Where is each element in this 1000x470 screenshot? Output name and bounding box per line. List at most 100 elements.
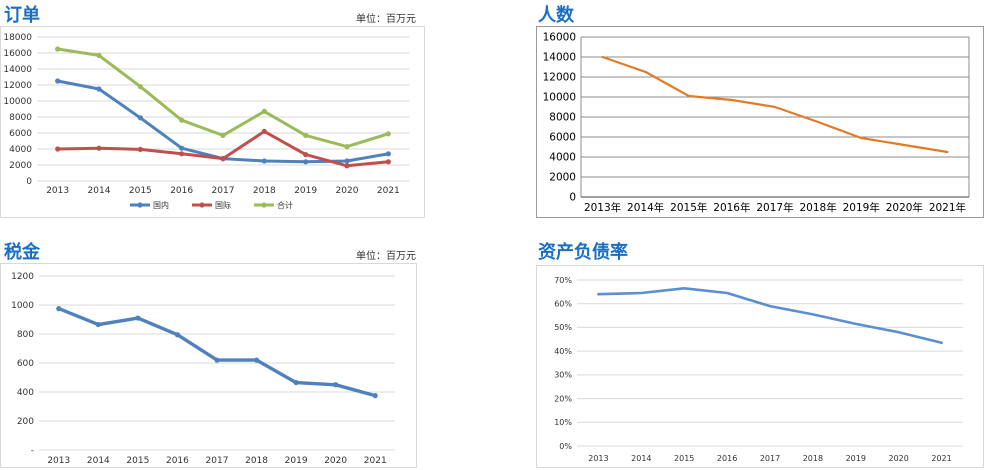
data-point (344, 158, 350, 164)
x-tick-label: 2015 (674, 454, 694, 463)
y-tick-label: 2000 (549, 172, 576, 184)
y-tick-label: 30% (554, 371, 572, 380)
x-tick-label: 2016年 (713, 201, 750, 214)
data-point (96, 145, 102, 151)
x-tick-label: 2019年 (843, 201, 880, 214)
y-tick-label: 50% (554, 323, 572, 332)
chart-title-taxes: 税金 (4, 242, 40, 263)
y-tick-label: 200 (17, 417, 34, 427)
y-tick-label: 16000 (3, 49, 32, 59)
data-point (56, 306, 62, 312)
y-tick-label: 18000 (3, 33, 32, 43)
y-tick-label: 70% (554, 276, 572, 285)
x-tick-label: 2018 (803, 454, 823, 463)
data-point (333, 382, 339, 388)
y-tick-label: 6000 (549, 132, 576, 144)
y-tick-label: 20% (554, 394, 572, 403)
y-tick-label: 16000 (543, 32, 576, 44)
x-tick-label: 2016 (717, 454, 737, 463)
legend-marker (261, 202, 267, 208)
data-point (137, 146, 143, 152)
chart-title-headcount: 人数 (538, 5, 574, 26)
data-point (261, 158, 267, 164)
unit-label-orders: 单位：百万元 (356, 14, 416, 25)
x-tick-label: 2013年 (584, 201, 621, 214)
data-point (96, 52, 102, 58)
legend-label: 国内 (153, 200, 169, 210)
y-tick-label: 800 (17, 330, 34, 340)
data-point (179, 151, 185, 157)
y-tick-label: 2000 (9, 161, 32, 171)
x-tick-label: 2014 (631, 454, 651, 463)
chart-panel-debt-ratio: 0% 10% 20% 30% 40% 50% 60% 70% 2013 2014 2015 2016 2… (536, 265, 984, 468)
data-point (303, 132, 309, 138)
chart-panel-headcount: 0 2000 4000 6000 8000 10000 12000 14000 16000 201… (536, 26, 984, 218)
x-tick-label: 2013 (46, 186, 69, 196)
series-line (597, 286, 943, 345)
x-tick-label: 2020年 (886, 201, 923, 214)
x-tick-label: 2015 (126, 456, 149, 466)
data-point (261, 128, 267, 134)
data-point (303, 159, 309, 165)
data-point (385, 159, 391, 165)
x-tick-label: 2018 (253, 186, 276, 196)
chart-taxes: - 200 400 600 800 1000 1200 2013 2014 2015 2016 201… (11, 272, 395, 466)
data-point (95, 321, 101, 328)
x-tick-label: 2017 (206, 456, 229, 466)
x-tick-label: 2015年 (670, 201, 707, 214)
data-point (220, 156, 226, 162)
y-tick-label: 8000 (549, 112, 576, 124)
data-point (385, 151, 391, 157)
x-tick-label: 2016 (170, 186, 193, 196)
y-tick-label: 6000 (9, 129, 32, 139)
data-point (96, 86, 102, 92)
chart-panel-taxes: - 200 400 600 800 1000 1200 2013 2014 2015 2016 201… (0, 263, 417, 468)
data-point (55, 78, 61, 84)
y-tick-label: - (31, 446, 34, 456)
y-tick-label: 10% (554, 418, 572, 427)
data-point (137, 84, 143, 90)
unit-label-taxes: 单位：百万元 (356, 251, 416, 262)
chart-headcount: 0 2000 4000 6000 8000 10000 12000 14000 16000 201… (543, 32, 970, 214)
data-point (344, 163, 350, 169)
x-tick-label: 2014 (87, 456, 110, 466)
x-tick-label: 2021 (364, 456, 387, 466)
y-tick-label: 10000 (3, 97, 32, 107)
series-line (601, 55, 949, 154)
y-tick-label: 14000 (543, 52, 576, 64)
y-tick-label: 10000 (543, 92, 576, 104)
legend-label: 合计 (277, 200, 293, 210)
data-point (344, 144, 350, 150)
data-point (55, 46, 61, 52)
y-tick-label: 12000 (3, 81, 32, 91)
x-tick-label: 2021 (377, 186, 400, 196)
series-line (57, 306, 377, 398)
x-tick-label: 2019 (285, 456, 308, 466)
y-tick-label: 400 (17, 388, 34, 398)
y-tick-label: 4000 (549, 152, 576, 164)
data-point (220, 132, 226, 138)
y-tick-label: 8000 (9, 113, 32, 123)
x-tick-label: 2014年 (627, 201, 664, 214)
x-tick-label: 2013 (47, 456, 70, 466)
chart-panel-orders: 0 2000 4000 6000 8000 10000 12000 14000 16000 180… (0, 26, 425, 218)
y-tick-label: 14000 (3, 65, 32, 75)
x-tick-label: 2017 (212, 186, 235, 196)
data-point (137, 115, 143, 121)
chart-debt-ratio: 0% 10% 20% 30% 40% 50% 60% 70% 2013 2014 2015 2016 2… (554, 276, 963, 463)
data-point (293, 379, 299, 386)
data-point (179, 145, 185, 151)
x-tick-label: 2020 (888, 454, 908, 463)
legend-label: 国际 (215, 201, 231, 210)
y-tick-label: 0% (559, 442, 572, 451)
data-point (372, 393, 378, 399)
data-point (179, 117, 185, 123)
y-tick-label: 0 (569, 192, 576, 204)
data-point (214, 357, 220, 363)
x-tick-label: 2019 (294, 186, 317, 196)
x-tick-label: 2013 (588, 454, 608, 463)
y-tick-label: 600 (17, 359, 34, 369)
series-line (56, 47, 390, 149)
y-tick-label: 4000 (9, 145, 32, 155)
x-tick-label: 2014 (88, 186, 111, 196)
